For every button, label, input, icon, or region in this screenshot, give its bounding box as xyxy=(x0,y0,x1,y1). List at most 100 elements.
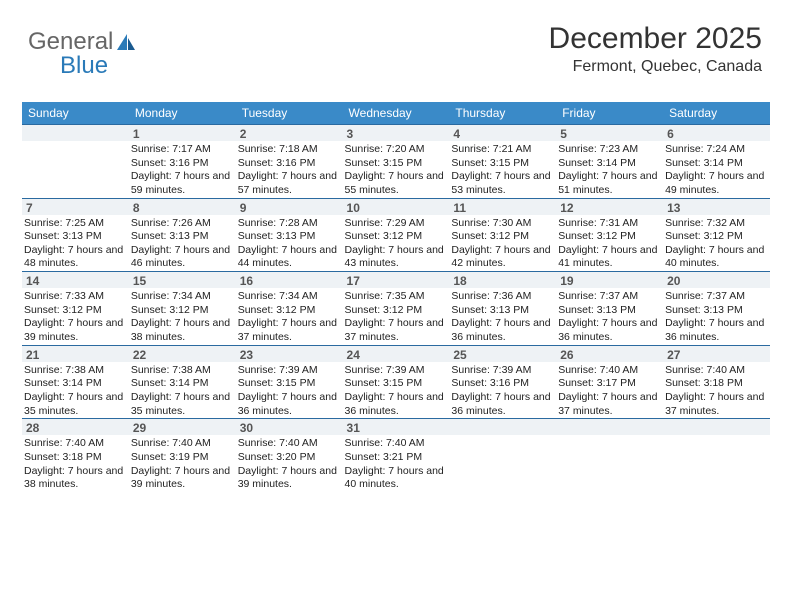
daylight-line: Daylight: 7 hours and 36 minutes. xyxy=(238,391,341,418)
day-number-cell: 29 xyxy=(129,418,236,435)
day-info-cell: Sunrise: 7:33 AMSunset: 3:12 PMDaylight:… xyxy=(22,288,129,345)
day-info-cell: Sunrise: 7:40 AMSunset: 3:18 PMDaylight:… xyxy=(22,435,129,492)
sunrise-line: Sunrise: 7:30 AM xyxy=(451,217,554,231)
day-info-cell: Sunrise: 7:40 AMSunset: 3:21 PMDaylight:… xyxy=(343,435,450,492)
daylight-line: Daylight: 7 hours and 37 minutes. xyxy=(238,317,341,344)
day-number-cell: 9 xyxy=(236,198,343,215)
day-header: Sunday xyxy=(22,102,129,124)
day-info: Sunrise: 7:40 AMSunset: 3:19 PMDaylight:… xyxy=(129,435,236,492)
day-header: Tuesday xyxy=(236,102,343,124)
sunset-line: Sunset: 3:15 PM xyxy=(345,157,448,171)
week-info-row: Sunrise: 7:33 AMSunset: 3:12 PMDaylight:… xyxy=(22,288,770,345)
day-info-cell: Sunrise: 7:29 AMSunset: 3:12 PMDaylight:… xyxy=(343,215,450,272)
sunset-line: Sunset: 3:16 PM xyxy=(238,157,341,171)
sunrise-line: Sunrise: 7:35 AM xyxy=(345,290,448,304)
daylight-line: Daylight: 7 hours and 37 minutes. xyxy=(665,391,768,418)
day-info: Sunrise: 7:34 AMSunset: 3:12 PMDaylight:… xyxy=(129,288,236,345)
day-number-cell: 24 xyxy=(343,345,450,362)
day-info-cell: Sunrise: 7:40 AMSunset: 3:17 PMDaylight:… xyxy=(556,362,663,419)
daylight-line: Daylight: 7 hours and 51 minutes. xyxy=(558,170,661,197)
sunrise-line: Sunrise: 7:40 AM xyxy=(665,364,768,378)
daylight-line: Daylight: 7 hours and 35 minutes. xyxy=(131,391,234,418)
day-number-cell: 4 xyxy=(449,124,556,141)
sunset-line: Sunset: 3:12 PM xyxy=(238,304,341,318)
sunset-line: Sunset: 3:12 PM xyxy=(24,304,127,318)
day-info-cell: Sunrise: 7:35 AMSunset: 3:12 PMDaylight:… xyxy=(343,288,450,345)
sunrise-line: Sunrise: 7:32 AM xyxy=(665,217,768,231)
day-info: Sunrise: 7:39 AMSunset: 3:16 PMDaylight:… xyxy=(449,362,556,419)
day-number: 23 xyxy=(236,345,343,362)
day-number xyxy=(22,124,129,141)
sunset-line: Sunset: 3:14 PM xyxy=(131,377,234,391)
day-info: Sunrise: 7:40 AMSunset: 3:17 PMDaylight:… xyxy=(556,362,663,419)
sunrise-line: Sunrise: 7:40 AM xyxy=(131,437,234,451)
day-number-cell: 20 xyxy=(663,271,770,288)
day-number: 29 xyxy=(129,418,236,435)
day-header: Thursday xyxy=(449,102,556,124)
daylight-line: Daylight: 7 hours and 49 minutes. xyxy=(665,170,768,197)
day-info-cell: Sunrise: 7:24 AMSunset: 3:14 PMDaylight:… xyxy=(663,141,770,198)
day-info-cell: Sunrise: 7:38 AMSunset: 3:14 PMDaylight:… xyxy=(22,362,129,419)
day-info-cell: Sunrise: 7:40 AMSunset: 3:19 PMDaylight:… xyxy=(129,435,236,492)
day-number-cell xyxy=(449,418,556,435)
sunrise-line: Sunrise: 7:40 AM xyxy=(24,437,127,451)
sunset-line: Sunset: 3:15 PM xyxy=(451,157,554,171)
sunset-line: Sunset: 3:12 PM xyxy=(345,304,448,318)
day-info: Sunrise: 7:38 AMSunset: 3:14 PMDaylight:… xyxy=(129,362,236,419)
day-number: 19 xyxy=(556,271,663,288)
daylight-line: Daylight: 7 hours and 53 minutes. xyxy=(451,170,554,197)
day-info-cell: Sunrise: 7:40 AMSunset: 3:18 PMDaylight:… xyxy=(663,362,770,419)
day-number: 24 xyxy=(343,345,450,362)
day-number: 11 xyxy=(449,198,556,215)
sunrise-line: Sunrise: 7:29 AM xyxy=(345,217,448,231)
day-number: 30 xyxy=(236,418,343,435)
day-number-cell: 25 xyxy=(449,345,556,362)
daylight-line: Daylight: 7 hours and 55 minutes. xyxy=(345,170,448,197)
day-info: Sunrise: 7:18 AMSunset: 3:16 PMDaylight:… xyxy=(236,141,343,198)
day-info-cell xyxy=(449,435,556,492)
day-number-cell: 15 xyxy=(129,271,236,288)
day-number: 22 xyxy=(129,345,236,362)
day-number: 7 xyxy=(22,198,129,215)
day-info: Sunrise: 7:40 AMSunset: 3:18 PMDaylight:… xyxy=(22,435,129,492)
week-number-row: 21222324252627 xyxy=(22,345,770,362)
day-number: 20 xyxy=(663,271,770,288)
sunset-line: Sunset: 3:20 PM xyxy=(238,451,341,465)
daylight-line: Daylight: 7 hours and 41 minutes. xyxy=(558,244,661,271)
sunset-line: Sunset: 3:17 PM xyxy=(558,377,661,391)
sunrise-line: Sunrise: 7:17 AM xyxy=(131,143,234,157)
day-number: 21 xyxy=(22,345,129,362)
day-info: Sunrise: 7:21 AMSunset: 3:15 PMDaylight:… xyxy=(449,141,556,198)
month-title: December 2025 xyxy=(549,22,762,56)
sunrise-line: Sunrise: 7:24 AM xyxy=(665,143,768,157)
daylight-line: Daylight: 7 hours and 38 minutes. xyxy=(131,317,234,344)
sunset-line: Sunset: 3:12 PM xyxy=(451,230,554,244)
day-number-cell: 6 xyxy=(663,124,770,141)
daylight-line: Daylight: 7 hours and 39 minutes. xyxy=(238,465,341,492)
day-number: 2 xyxy=(236,124,343,141)
day-number xyxy=(449,418,556,435)
day-info: Sunrise: 7:24 AMSunset: 3:14 PMDaylight:… xyxy=(663,141,770,198)
daylight-line: Daylight: 7 hours and 57 minutes. xyxy=(238,170,341,197)
sunset-line: Sunset: 3:15 PM xyxy=(345,377,448,391)
day-header: Wednesday xyxy=(343,102,450,124)
day-number-cell xyxy=(556,418,663,435)
day-number: 12 xyxy=(556,198,663,215)
day-info: Sunrise: 7:30 AMSunset: 3:12 PMDaylight:… xyxy=(449,215,556,272)
daylight-line: Daylight: 7 hours and 37 minutes. xyxy=(345,317,448,344)
day-info: Sunrise: 7:39 AMSunset: 3:15 PMDaylight:… xyxy=(343,362,450,419)
sunset-line: Sunset: 3:13 PM xyxy=(558,304,661,318)
daylight-line: Daylight: 7 hours and 59 minutes. xyxy=(131,170,234,197)
sunset-line: Sunset: 3:21 PM xyxy=(345,451,448,465)
day-number: 9 xyxy=(236,198,343,215)
sunrise-line: Sunrise: 7:26 AM xyxy=(131,217,234,231)
day-number-cell: 28 xyxy=(22,418,129,435)
sunrise-line: Sunrise: 7:39 AM xyxy=(238,364,341,378)
daylight-line: Daylight: 7 hours and 36 minutes. xyxy=(665,317,768,344)
day-number: 28 xyxy=(22,418,129,435)
sunset-line: Sunset: 3:19 PM xyxy=(131,451,234,465)
sunrise-line: Sunrise: 7:34 AM xyxy=(131,290,234,304)
sunset-line: Sunset: 3:13 PM xyxy=(665,304,768,318)
week-info-row: Sunrise: 7:40 AMSunset: 3:18 PMDaylight:… xyxy=(22,435,770,492)
day-number-cell: 16 xyxy=(236,271,343,288)
